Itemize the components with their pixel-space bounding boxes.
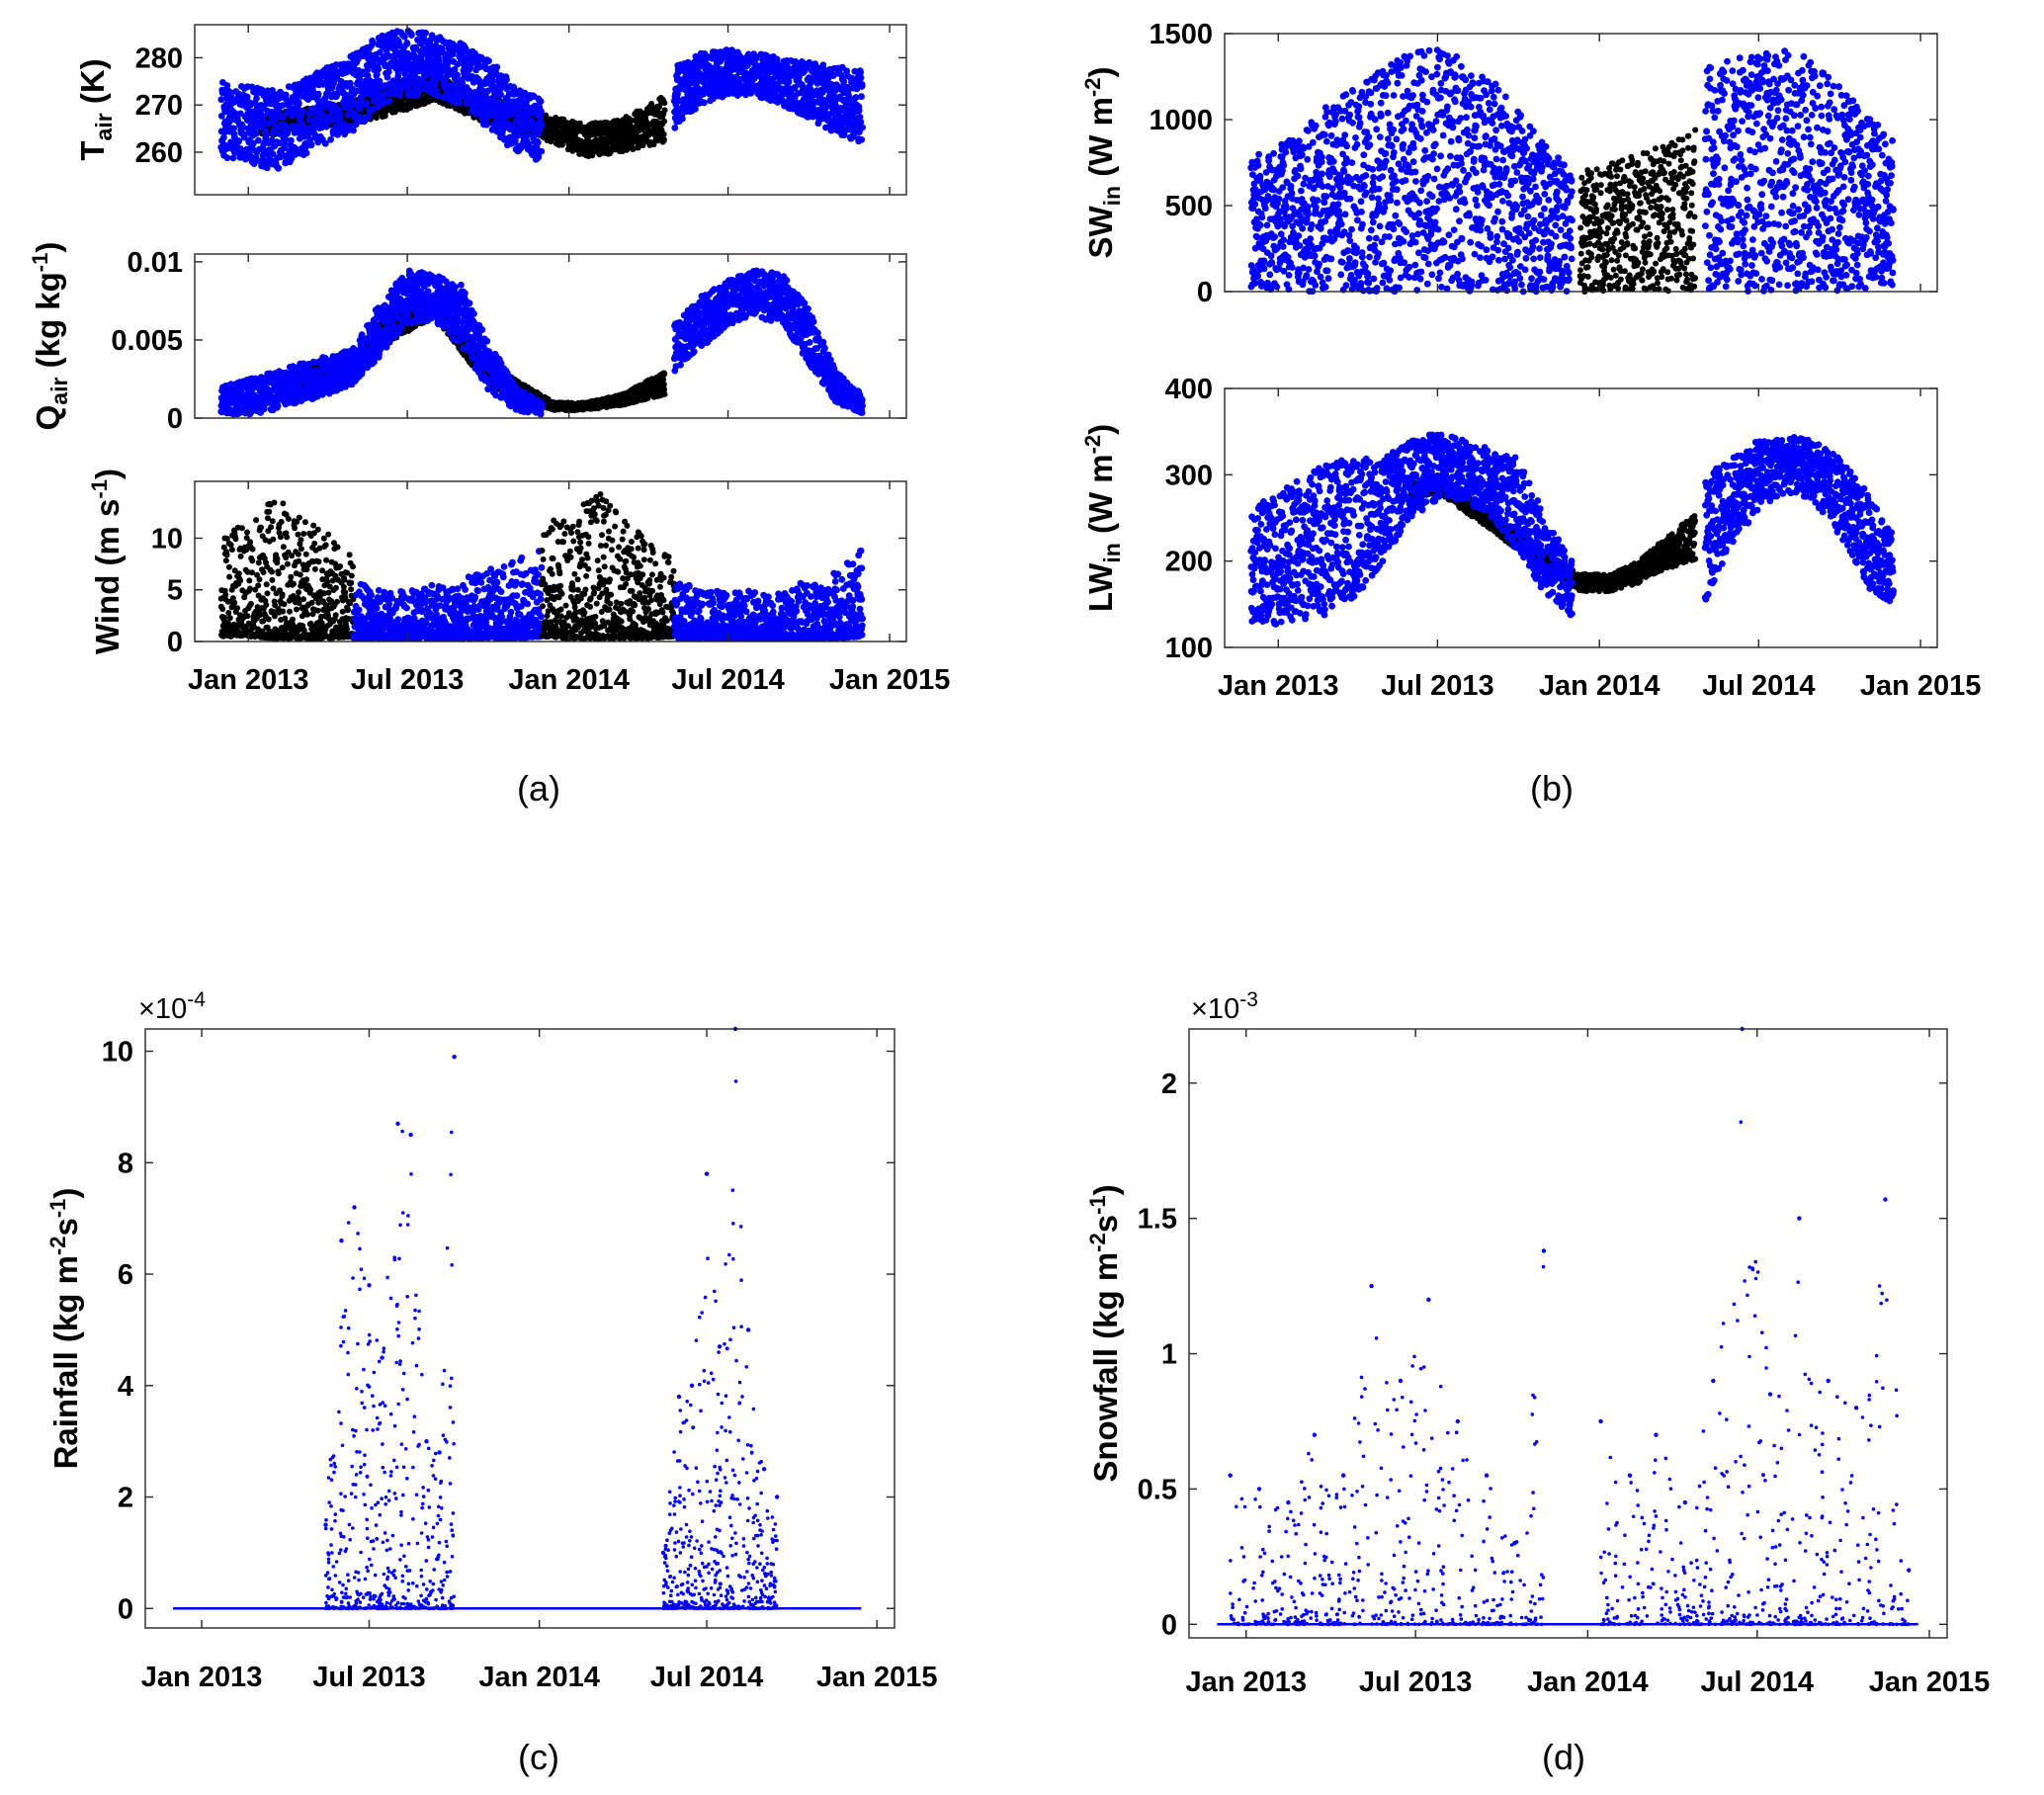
data-point xyxy=(859,124,866,131)
data-point xyxy=(538,108,545,116)
data-point xyxy=(275,164,283,172)
data-point xyxy=(350,127,357,134)
data-point xyxy=(302,149,310,157)
data-point xyxy=(365,113,373,121)
data-point xyxy=(858,135,866,143)
data-point xyxy=(661,107,668,114)
data-point xyxy=(363,101,370,109)
data-point xyxy=(408,32,415,39)
data-point xyxy=(322,123,330,130)
y-tick-label: 260 xyxy=(135,137,183,169)
data-point xyxy=(485,57,492,65)
data-point xyxy=(858,82,866,89)
data-point xyxy=(284,129,292,137)
data-point xyxy=(253,95,260,102)
y-tick-label: 280 xyxy=(135,43,183,74)
data-point xyxy=(503,76,510,83)
data-point xyxy=(385,97,393,105)
data-point xyxy=(243,93,251,101)
data-point xyxy=(422,29,429,37)
data-point xyxy=(538,121,546,128)
data-point xyxy=(660,130,667,137)
data-point xyxy=(671,124,679,131)
data-point xyxy=(692,105,699,113)
data-point xyxy=(840,78,848,85)
data-point xyxy=(661,118,668,125)
series-a1-2 xyxy=(670,46,866,145)
data-point xyxy=(538,147,546,155)
data-point xyxy=(299,108,306,115)
data-point xyxy=(403,40,411,47)
data-point xyxy=(483,121,490,128)
data-point xyxy=(525,126,532,132)
data-point xyxy=(679,115,686,123)
data-point xyxy=(855,107,863,115)
data-point xyxy=(314,90,322,98)
chart-a1: 260 270 280 Tair (K) xyxy=(74,24,907,196)
data-point xyxy=(375,65,383,73)
data-point xyxy=(296,100,302,108)
data-point xyxy=(417,86,425,93)
data-point xyxy=(327,135,334,143)
y-tick-label: 270 xyxy=(135,90,183,122)
data-point xyxy=(223,154,231,162)
data-point xyxy=(537,98,545,105)
data-point xyxy=(660,136,667,143)
data-point xyxy=(252,129,260,137)
data-point xyxy=(263,131,270,138)
data-point xyxy=(488,97,496,104)
data-point xyxy=(534,138,542,146)
data-point xyxy=(773,55,781,63)
data-point xyxy=(401,33,408,41)
data-point xyxy=(661,100,668,107)
data-point xyxy=(493,63,501,71)
data-point xyxy=(384,68,392,76)
data-point xyxy=(307,140,315,148)
data-point xyxy=(346,79,354,87)
data-point xyxy=(857,74,865,82)
y-axis-label: Tair (K) xyxy=(74,58,117,160)
data-point xyxy=(840,131,848,139)
data-point xyxy=(858,93,865,101)
data-point xyxy=(701,99,708,107)
data-point xyxy=(288,136,295,144)
